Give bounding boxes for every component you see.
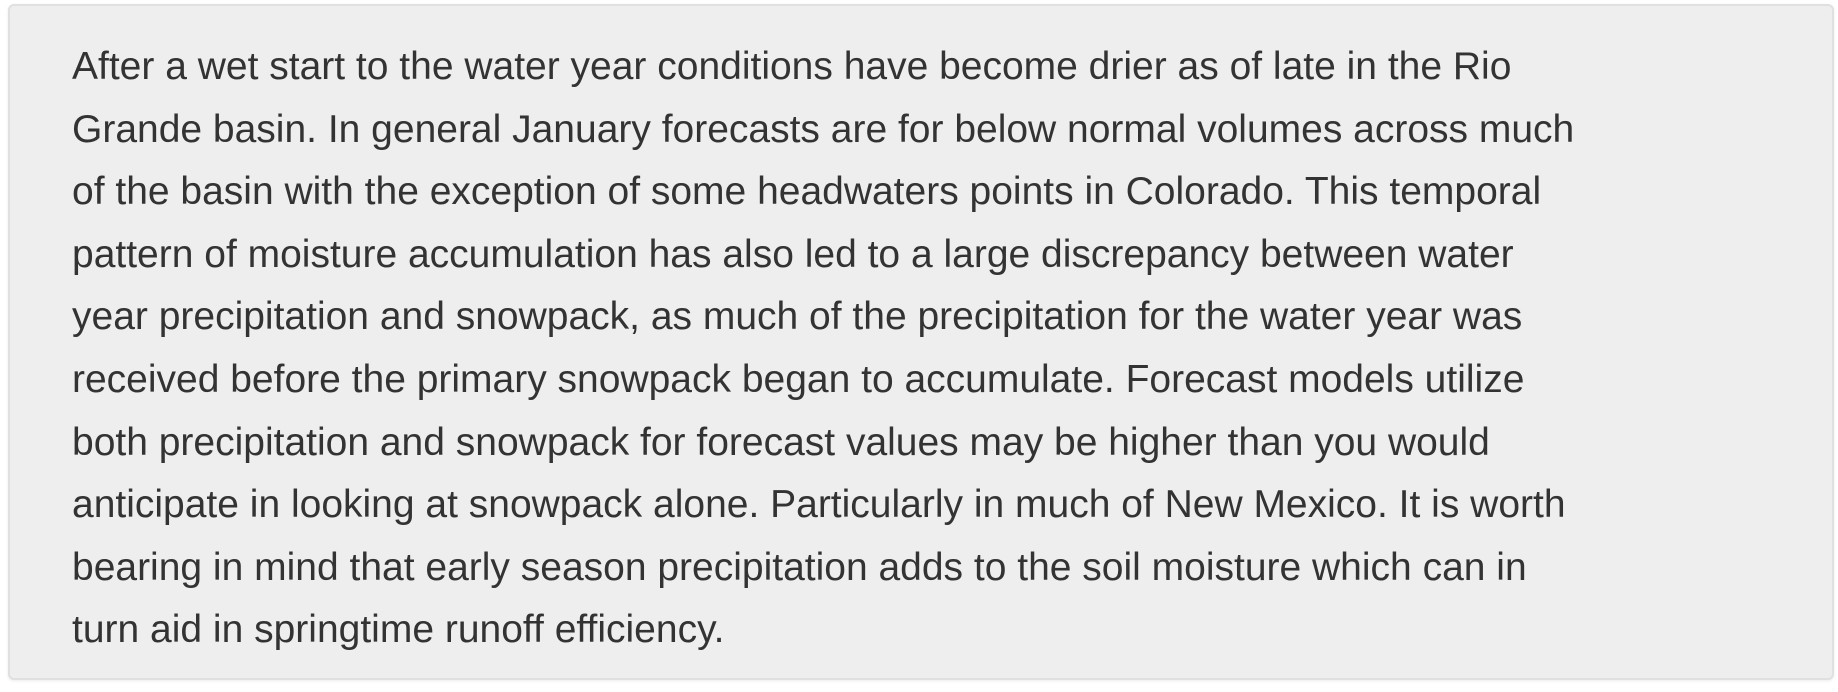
forecast-summary-text: After a wet start to the water year cond… — [72, 36, 1776, 662]
summary-line: Grande basin. In general January forecas… — [72, 107, 1575, 151]
summary-line: pattern of moisture accumulation has als… — [72, 232, 1514, 276]
forecast-summary-panel: After a wet start to the water year cond… — [8, 4, 1834, 680]
summary-line: year precipitation and snowpack, as much… — [72, 295, 1523, 339]
summary-line: of the basin with the exception of some … — [72, 170, 1542, 214]
summary-line: turn aid in springtime runoff efficiency… — [72, 608, 725, 652]
summary-line: bearing in mind that early season precip… — [72, 545, 1527, 589]
summary-line: anticipate in looking at snowpack alone.… — [72, 483, 1566, 527]
summary-line: After a wet start to the water year cond… — [72, 45, 1512, 88]
summary-line: both precipitation and snowpack for fore… — [72, 420, 1490, 464]
summary-line: received before the primary snowpack beg… — [72, 357, 1525, 401]
